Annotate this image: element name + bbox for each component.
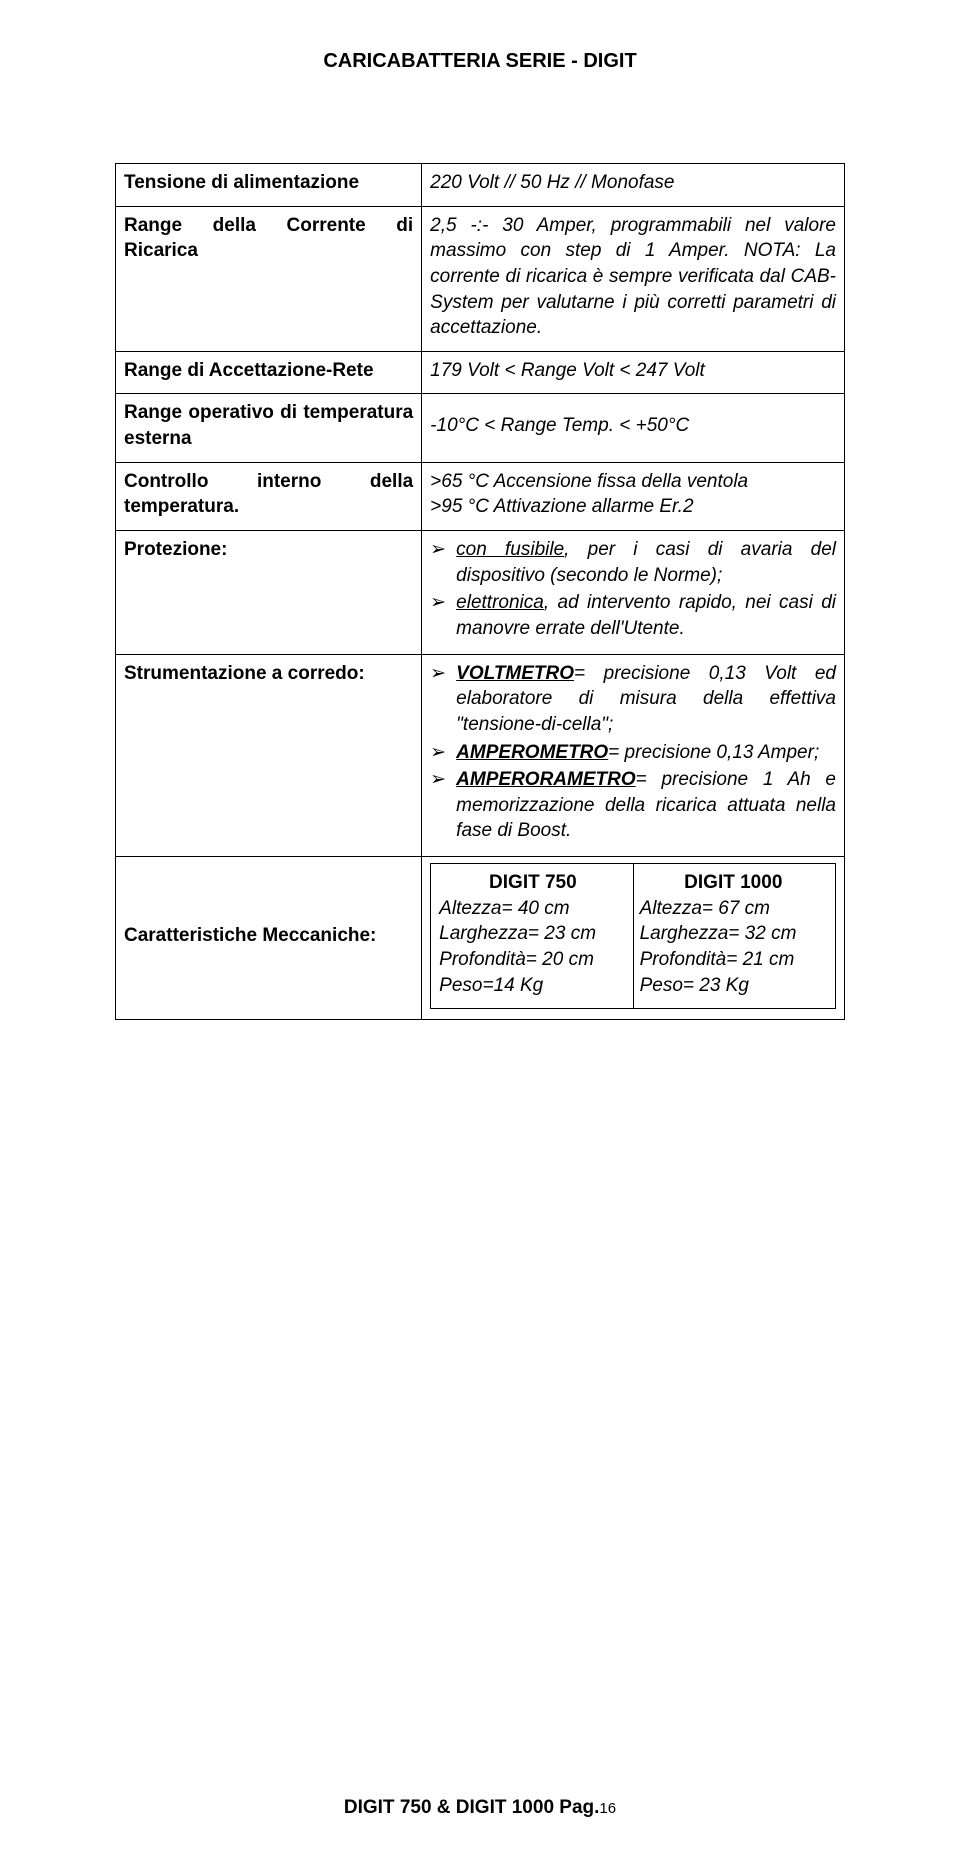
row-value: 220 Volt // 50 Hz // Monofase	[422, 164, 845, 207]
page-footer: DIGIT 750 & DIGIT 1000 Pag.16	[0, 1797, 960, 1819]
row-label: Range di Accettazione-Rete	[116, 351, 422, 394]
temp-threshold-line: >95 °C Attivazione allarme Er.2	[430, 496, 693, 517]
row-value: DIGIT 750 Altezza= 40 cm Larghezza= 23 c…	[422, 857, 845, 1020]
spec-table: Tensione di alimentazione 220 Volt // 50…	[115, 163, 845, 1020]
table-row: Controllo interno della temperatura. >65…	[116, 462, 845, 530]
row-value: -10°C < Range Temp. < +50°C	[422, 394, 845, 462]
row-value: VOLTMETRO= precisione 0,13 Volt ed elabo…	[422, 654, 845, 856]
row-value: con fusibile, per i casi di avaria del d…	[422, 531, 845, 655]
underlined-term: VOLTMETRO	[456, 663, 574, 684]
row-value: >65 °C Accensione fissa della ventola >9…	[422, 462, 845, 530]
list-item: AMPEROMETRO= precisione 0,13 Amper;	[430, 740, 836, 766]
footer-text: DIGIT 750 & DIGIT 1000 Pag.	[344, 1797, 600, 1818]
row-label: Tensione di alimentazione	[116, 164, 422, 207]
mech-subtable: DIGIT 750 Altezza= 40 cm Larghezza= 23 c…	[430, 863, 836, 1009]
mech-line: Larghezza= 32 cm	[640, 923, 797, 944]
row-label: Controllo interno della temperatura.	[116, 462, 422, 530]
table-row: Range di Accettazione-Rete 179 Volt < Ra…	[116, 351, 845, 394]
document-header: CARICABATTERIA SERIE - DIGIT	[115, 50, 845, 73]
mech-line: Profondità= 20 cm	[439, 949, 594, 970]
table-row: Tensione di alimentazione 220 Volt // 50…	[116, 164, 845, 207]
mech-model-head: DIGIT 750	[439, 870, 626, 896]
table-row: Range della Corrente di Ricarica 2,5 -:-…	[116, 206, 845, 351]
underlined-term: AMPERORAMETRO	[456, 769, 635, 790]
mech-col-left: DIGIT 750 Altezza= 40 cm Larghezza= 23 c…	[431, 864, 633, 1009]
mech-col-right: DIGIT 1000 Altezza= 67 cm Larghezza= 32 …	[633, 864, 835, 1009]
table-row: Range operativo di temperatura esterna -…	[116, 394, 845, 462]
page-number: 16	[599, 1800, 616, 1817]
row-label: Protezione:	[116, 531, 422, 655]
list-item: elettronica, ad intervento rapido, nei c…	[430, 590, 836, 641]
mech-line: Profondità= 21 cm	[640, 949, 795, 970]
page-container: CARICABATTERIA SERIE - DIGIT Tensione di…	[0, 0, 960, 1060]
row-label: Range della Corrente di Ricarica	[116, 206, 422, 351]
row-label: Strumentazione a corredo:	[116, 654, 422, 856]
underlined-term: elettronica	[456, 592, 544, 613]
mech-line: Altezza= 67 cm	[640, 898, 770, 919]
row-label: Caratteristiche Meccaniche:	[116, 857, 422, 1020]
bullet-rest: = precisione 0,13 Amper;	[608, 742, 819, 763]
temp-threshold-line: >65 °C Accensione fissa della ventola	[430, 471, 748, 492]
underlined-term: con fusibile	[456, 539, 564, 560]
row-label: Range operativo di temperatura esterna	[116, 394, 422, 462]
table-row: Strumentazione a corredo: VOLTMETRO= pre…	[116, 654, 845, 856]
underlined-term: AMPEROMETRO	[456, 742, 608, 763]
table-row: Protezione: con fusibile, per i casi di …	[116, 531, 845, 655]
bullet-list: con fusibile, per i casi di avaria del d…	[430, 537, 836, 642]
table-row: Caratteristiche Meccaniche: DIGIT 750 Al…	[116, 857, 845, 1020]
row-value: 2,5 -:- 30 Amper, programmabili nel valo…	[422, 206, 845, 351]
mech-line: Altezza= 40 cm	[439, 898, 569, 919]
mech-line: Larghezza= 23 cm	[439, 923, 596, 944]
mech-line: Peso=14 Kg	[439, 975, 543, 996]
row-value: 179 Volt < Range Volt < 247 Volt	[422, 351, 845, 394]
mech-model-head: DIGIT 1000	[640, 870, 827, 896]
mech-line: Peso= 23 Kg	[640, 975, 749, 996]
list-item: con fusibile, per i casi di avaria del d…	[430, 537, 836, 588]
list-item: VOLTMETRO= precisione 0,13 Volt ed elabo…	[430, 661, 836, 738]
list-item: AMPERORAMETRO= precisione 1 Ah e memoriz…	[430, 767, 836, 844]
bullet-list: VOLTMETRO= precisione 0,13 Volt ed elabo…	[430, 661, 836, 844]
